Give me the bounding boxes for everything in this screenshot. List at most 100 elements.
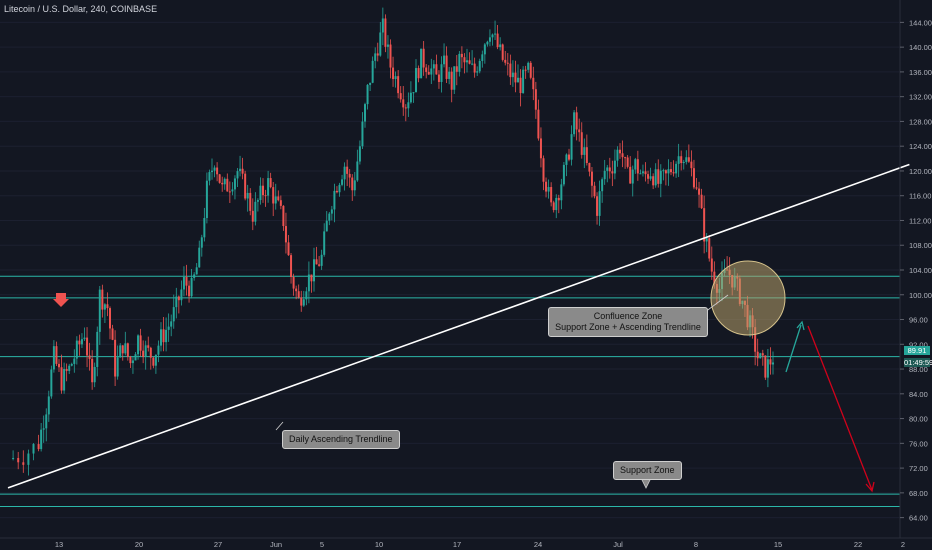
candle-body	[228, 191, 231, 193]
candle-body	[392, 67, 395, 80]
candle-body	[109, 308, 111, 329]
candle-body	[70, 363, 73, 366]
symbol-title: Litecoin / U.S. Dollar, 240, COINBASE	[4, 4, 158, 14]
candle-body	[517, 77, 519, 83]
candle-body	[351, 177, 354, 191]
candle-body	[338, 184, 341, 193]
candle-body	[647, 174, 650, 179]
candle-body	[180, 289, 183, 301]
y-tick-label: 64.00	[909, 514, 928, 523]
candle-body	[55, 346, 58, 364]
candle-body	[562, 164, 565, 185]
x-tick-label: 27	[214, 540, 222, 549]
trendline-pointer	[275, 421, 284, 431]
candle-body	[282, 205, 285, 227]
y-tick-label: 136.00	[909, 68, 932, 77]
ascending-trendline[interactable]	[7, 163, 910, 489]
candle-body	[667, 169, 670, 174]
candle-body	[624, 157, 627, 159]
candle-body	[88, 355, 91, 359]
candle-body	[231, 189, 234, 192]
candle-body	[583, 147, 586, 155]
candle-body	[142, 350, 145, 357]
candle-body	[491, 34, 494, 38]
candle-body	[279, 200, 282, 206]
candle-body	[481, 54, 484, 61]
x-tick-label: 15	[774, 540, 782, 549]
candle-body	[759, 353, 762, 359]
candle-body	[478, 60, 481, 72]
candle-body	[514, 72, 517, 83]
candle-body	[295, 288, 298, 292]
candle-body	[198, 247, 201, 268]
candle-body	[580, 132, 583, 155]
candle-body	[320, 254, 323, 266]
candle-body	[703, 208, 706, 242]
candle-body	[221, 182, 224, 185]
x-tick-label: Jun	[270, 540, 282, 549]
candle-body	[425, 67, 428, 72]
trendline-callout[interactable]: Daily Ascending Trendline	[282, 430, 400, 449]
candle-body	[213, 167, 216, 171]
candle-body	[346, 166, 349, 174]
projection-up-head	[796, 320, 805, 331]
candle-body	[466, 60, 468, 63]
candle-body	[407, 102, 410, 109]
y-tick-label: 112.00	[909, 216, 931, 225]
candle-body	[211, 170, 213, 173]
y-tick-label: 100.00	[909, 291, 932, 300]
candle-body	[394, 76, 397, 80]
candle-body	[131, 360, 134, 364]
candle-body	[193, 274, 196, 278]
candle-body	[598, 191, 601, 216]
candle-body	[578, 129, 581, 133]
candle-body	[626, 157, 629, 167]
support-zone-callout[interactable]: Support Zone	[613, 461, 682, 480]
last-price-tag: 89.91	[904, 346, 930, 355]
confluence-callout[interactable]: Confluence Zone Support Zone + Ascending…	[548, 307, 708, 337]
candle-body	[698, 188, 701, 195]
candle-body	[659, 170, 662, 184]
candle-body	[60, 367, 63, 391]
x-tick-label: 2	[901, 540, 905, 549]
x-tick-label: Jul	[613, 540, 623, 549]
candle-body	[435, 64, 438, 75]
y-tick-label: 108.00	[909, 241, 932, 250]
candle-body	[460, 53, 463, 58]
candle-body	[341, 179, 344, 185]
candle-body	[356, 161, 359, 181]
candle-body	[692, 168, 695, 188]
projection-down-line	[807, 325, 873, 491]
candle-body	[664, 170, 667, 174]
candle-body	[277, 196, 280, 201]
candle-body	[284, 226, 287, 243]
candle-body	[52, 346, 55, 370]
candle-body	[399, 93, 402, 100]
candles	[12, 7, 774, 476]
candle-body	[381, 18, 384, 33]
candle-body	[708, 238, 711, 259]
candle-body	[175, 296, 178, 308]
confluence-zone[interactable]	[710, 260, 786, 336]
candle-body	[384, 18, 387, 47]
candle-body	[483, 44, 486, 55]
y-tick-label: 96.00	[909, 316, 928, 325]
countdown-tag: 01:49:59	[904, 358, 932, 367]
candle-body	[290, 255, 293, 277]
candle-body	[570, 134, 573, 160]
candle-body	[188, 285, 191, 297]
projection-arrows[interactable]	[53, 292, 875, 493]
candle-body	[409, 92, 412, 103]
trendline-callout-label: Daily Ascending Trendline	[289, 434, 393, 444]
candle-body	[297, 291, 300, 298]
candle-body	[246, 192, 249, 199]
candle-body	[269, 178, 272, 188]
x-tick-label: 10	[375, 540, 383, 549]
candle-body	[522, 69, 525, 94]
candle-body	[75, 340, 78, 359]
candle-body	[50, 369, 53, 397]
candle-body	[203, 218, 206, 238]
candle-body	[427, 71, 430, 75]
candle-body	[272, 187, 275, 204]
